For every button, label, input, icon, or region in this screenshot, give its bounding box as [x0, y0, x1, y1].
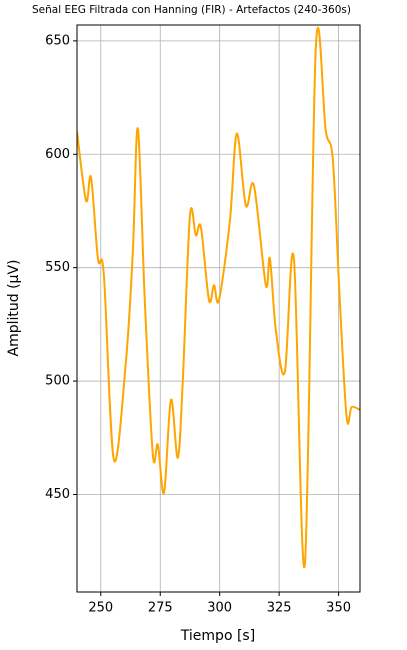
y-axis-label: Amplitud (µV): [6, 260, 22, 357]
y-tick-label: 650: [45, 33, 70, 48]
line-series: [77, 26, 360, 569]
chart-title: Señal EEG Filtrada con Hanning (FIR) - A…: [32, 4, 351, 16]
x-tick-label: 350: [326, 601, 351, 616]
y-tick-label: 500: [45, 374, 70, 389]
x-tick-label: 250: [88, 601, 113, 616]
y-tick-label: 600: [45, 147, 70, 162]
y-tick-label: 550: [45, 260, 70, 275]
plot-frame: [76, 24, 361, 593]
x-tick-label: 325: [267, 601, 292, 616]
x-tick-label: 300: [207, 601, 232, 616]
y-tick-label: 450: [45, 487, 70, 502]
x-axis-label: Tiempo [s]: [180, 628, 255, 644]
x-tick-label: 275: [148, 601, 173, 616]
